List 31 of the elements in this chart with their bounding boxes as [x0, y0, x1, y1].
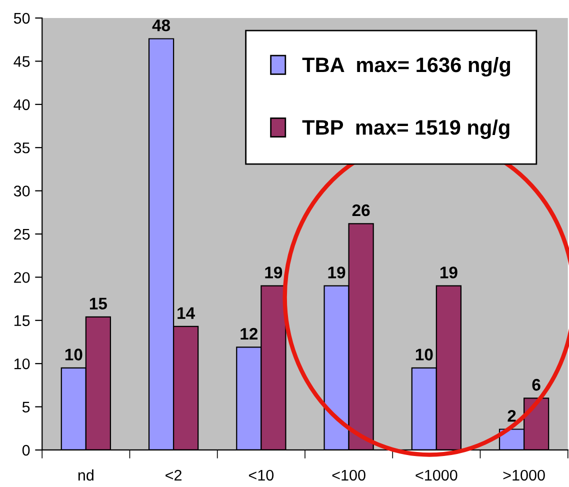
- x-tick-label: nd: [78, 469, 94, 481]
- y-tick-label: 40: [14, 99, 30, 110]
- x-tick-label: <1000: [416, 470, 458, 481]
- data-label: 48: [152, 19, 170, 32]
- legend-label: TBA max= 1636 ng/g: [302, 56, 510, 76]
- y-tick-label: 5: [22, 402, 30, 412]
- data-label: 19: [440, 266, 458, 278]
- data-label: 14: [178, 307, 195, 319]
- data-label: 10: [416, 348, 433, 360]
- y-tick-label: 35: [14, 142, 30, 154]
- y-tick-label: 15: [14, 315, 30, 326]
- y-tick-label: 50: [14, 12, 30, 24]
- data-label: 2: [508, 410, 516, 422]
- y-tick-label: 45: [14, 56, 30, 67]
- data-label: 15: [90, 298, 107, 310]
- data-label: 19: [265, 266, 282, 278]
- data-label: 12: [240, 328, 258, 340]
- y-tick-label: 30: [14, 186, 30, 196]
- y-tick-label: 0: [22, 444, 30, 456]
- x-tick-label: >1000: [503, 470, 545, 481]
- legend-label: TBP max= 1519 ng/g: [302, 119, 510, 140]
- y-tick-label: 20: [14, 272, 30, 283]
- data-label: 26: [352, 204, 370, 216]
- y-tick-label: 10: [14, 358, 30, 370]
- data-label: 19: [328, 266, 346, 278]
- x-tick-label: <100: [332, 470, 366, 481]
- data-label: 10: [65, 348, 82, 360]
- x-tick-label: <2: [166, 470, 182, 481]
- x-tick-label: <10: [248, 470, 274, 481]
- data-label: 6: [532, 378, 540, 391]
- y-tick-label: 25: [14, 228, 30, 240]
